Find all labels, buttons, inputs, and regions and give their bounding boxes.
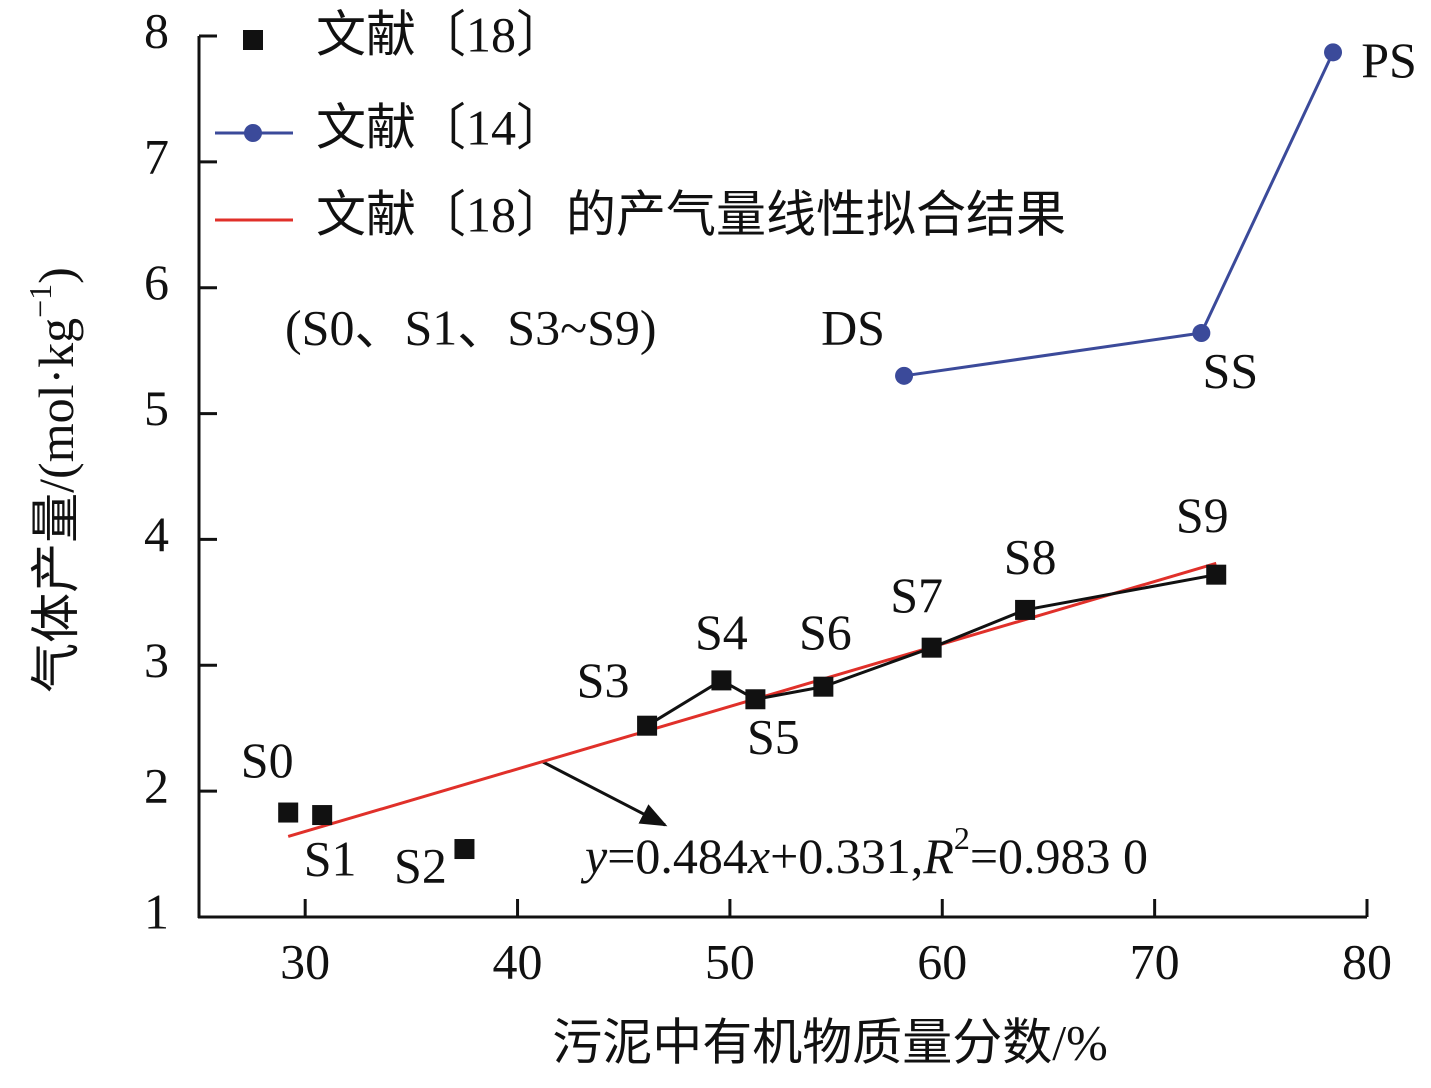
point-label: S3 [577,652,630,708]
point-label: S0 [241,732,294,788]
point-label: S2 [394,838,447,894]
point-label: S5 [747,709,800,765]
point-label: S1 [304,831,357,887]
point-label: S7 [890,567,943,623]
point [1324,43,1343,62]
y-axis-title-part: 气体产量/(mol·kg [28,318,84,693]
point [1192,324,1211,343]
point [1015,599,1036,620]
point [711,670,732,691]
point [813,676,834,697]
x-tick-label: 70 [1130,933,1180,989]
eq-part: =0.484 [607,828,748,884]
point [895,366,914,385]
point-label: S8 [1004,528,1057,584]
y-tick-label: 2 [144,758,169,814]
point-label: S4 [695,604,748,660]
point [454,839,475,860]
legend-label: 文献〔18〕的产气量线性拟合结果 [316,186,1066,242]
y-tick-label: 6 [144,254,169,310]
y-axis-title-sup: −1 [22,284,58,318]
eq-part: x [747,828,770,884]
x-axis-title: 污泥中有机物质量分数/% [552,1014,1108,1070]
point [1206,564,1227,585]
eq-part: +0.331, [770,828,923,884]
legend-marker [244,124,262,142]
point [921,637,942,658]
y-axis-title: 气体产量/(mol·kg−1) [22,267,84,693]
point-label: SS [1203,342,1259,398]
eq-sup: 2 [954,820,970,856]
point-label: PS [1361,32,1417,88]
point [278,802,299,823]
y-tick-label: 4 [144,506,169,562]
y-tick-label: 1 [144,883,169,939]
y-tick-label: 7 [144,128,169,184]
y-axis-title-part: ) [28,267,84,284]
point-label: DS [821,299,885,355]
legend-note: (S0、S1、S3~S9) [285,299,657,355]
eq-part: =0.983 0 [970,828,1148,884]
x-tick-label: 80 [1342,933,1392,989]
point [745,689,766,710]
point [312,805,333,826]
y-tick-label: 5 [144,380,169,436]
x-tick-label: 50 [705,933,755,989]
x-tick-label: 40 [493,933,543,989]
point-label: S6 [799,604,852,660]
x-tick-label: 60 [917,933,967,989]
eq-part: R [922,828,954,884]
legend-label: 文献〔18〕 [316,6,566,62]
point [637,715,658,736]
point-label: S9 [1176,487,1229,543]
legend-marker [243,30,263,50]
eq-part: y [580,828,608,884]
arrow [542,760,668,827]
equation: y=0.484x+0.331,R2=0.983 0 [580,820,1148,884]
x-tick-label: 30 [280,933,330,989]
y-tick-label: 8 [144,2,169,58]
y-tick-label: 3 [144,632,169,688]
legend-label: 文献〔14〕 [316,99,566,155]
